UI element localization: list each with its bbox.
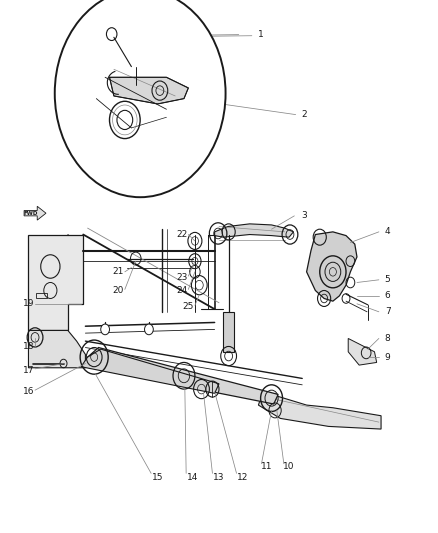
Text: 2: 2 [302,110,307,119]
Polygon shape [307,232,357,301]
Polygon shape [223,312,234,352]
Text: 17: 17 [23,366,34,375]
Polygon shape [28,330,85,368]
Text: 25: 25 [183,302,194,311]
Text: 6: 6 [385,292,391,300]
Text: 8: 8 [385,334,391,343]
Text: 15: 15 [152,473,163,481]
Circle shape [55,0,226,197]
Polygon shape [215,224,293,237]
Text: 10: 10 [283,462,295,471]
Circle shape [145,324,153,335]
Polygon shape [85,348,278,404]
Text: 9: 9 [385,353,391,361]
Polygon shape [81,349,219,393]
Text: 5: 5 [385,276,391,284]
Text: 11: 11 [261,462,273,471]
Text: 20: 20 [113,286,124,295]
Text: 22: 22 [176,230,187,239]
Text: 12: 12 [237,473,249,481]
Text: 1: 1 [258,30,264,39]
Text: 21: 21 [113,268,124,276]
Polygon shape [258,392,381,429]
Text: 16: 16 [23,387,34,396]
Text: 18: 18 [23,342,34,351]
Circle shape [101,324,110,335]
Text: 3: 3 [301,212,307,220]
Text: 7: 7 [385,308,391,316]
Polygon shape [24,206,46,220]
Text: FWD: FWD [24,211,38,216]
Text: 13: 13 [213,473,225,481]
Polygon shape [110,77,188,104]
Text: 19: 19 [23,300,34,308]
Polygon shape [348,338,377,365]
Polygon shape [28,235,83,330]
Text: 24: 24 [176,286,187,295]
Text: 4: 4 [385,228,390,236]
Text: 23: 23 [176,273,187,281]
Bar [36,293,47,298]
Text: 14: 14 [187,473,198,481]
